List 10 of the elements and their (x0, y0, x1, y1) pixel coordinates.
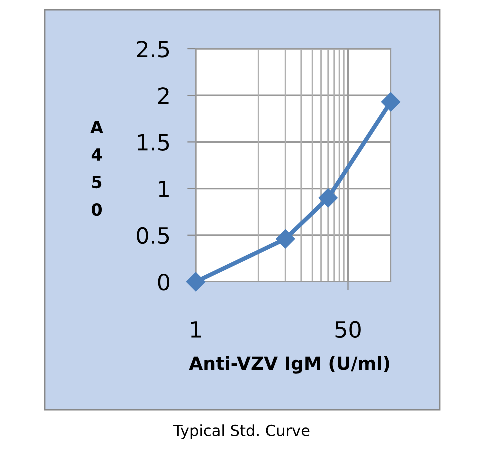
y-axis-title: A450 (90, 121, 104, 216)
y-tick-label: 2.5 (137, 40, 170, 58)
x-tick-label: 50 (336, 321, 361, 338)
text: Typical Std. Curve (173, 424, 310, 440)
y-tick-label: 0.5 (137, 227, 170, 244)
x-axis-title: Anti-VZV IgM (U/ml) (189, 356, 390, 374)
y-tick-label: 1.5 (138, 134, 170, 151)
y-tick-label: 1 (159, 181, 169, 198)
y-tick-label: 0 (158, 274, 170, 291)
y-tick-label: 2 (158, 88, 169, 104)
